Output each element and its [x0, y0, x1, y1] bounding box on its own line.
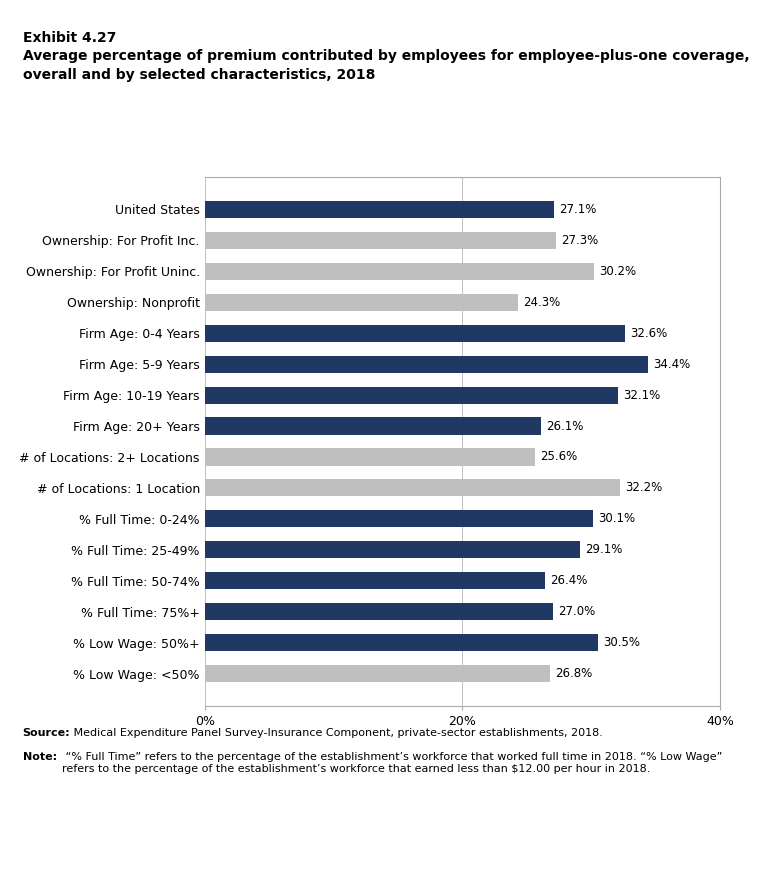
- Text: 32.2%: 32.2%: [625, 481, 662, 494]
- Text: 30.5%: 30.5%: [603, 637, 640, 649]
- Text: 25.6%: 25.6%: [540, 450, 577, 464]
- Text: Exhibit 4.27: Exhibit 4.27: [23, 31, 116, 45]
- Bar: [205, 449, 534, 465]
- Text: 29.1%: 29.1%: [585, 543, 622, 556]
- Text: 26.8%: 26.8%: [555, 668, 593, 680]
- Bar: [205, 603, 553, 621]
- Text: 32.1%: 32.1%: [624, 389, 661, 402]
- Text: overall and by selected characteristics, 2018: overall and by selected characteristics,…: [23, 68, 375, 82]
- Bar: [205, 356, 648, 373]
- Text: 24.3%: 24.3%: [523, 296, 560, 309]
- Bar: [205, 418, 541, 434]
- Bar: [205, 294, 518, 311]
- Bar: [205, 510, 593, 527]
- Text: Medical Expenditure Panel Survey-Insurance Component, private-sector establishme: Medical Expenditure Panel Survey-Insuran…: [70, 728, 603, 738]
- Text: Note:: Note:: [23, 752, 57, 762]
- Text: Average percentage of premium contributed by employees for employee-plus-one cov: Average percentage of premium contribute…: [23, 49, 750, 63]
- Bar: [205, 665, 550, 683]
- Text: “% Full Time” refers to the percentage of the establishment’s workforce that wor: “% Full Time” refers to the percentage o…: [62, 752, 722, 774]
- Text: 27.0%: 27.0%: [558, 606, 595, 618]
- Text: 26.4%: 26.4%: [550, 574, 587, 587]
- Text: 27.3%: 27.3%: [562, 234, 599, 246]
- Bar: [205, 634, 598, 652]
- Text: 27.1%: 27.1%: [559, 203, 597, 215]
- Bar: [205, 541, 580, 558]
- Bar: [205, 479, 619, 496]
- Bar: [205, 325, 625, 342]
- Text: 26.1%: 26.1%: [547, 419, 584, 433]
- Text: 30.1%: 30.1%: [598, 512, 634, 525]
- Bar: [205, 262, 594, 280]
- Text: 32.6%: 32.6%: [630, 327, 667, 340]
- Text: Source:: Source:: [23, 728, 70, 738]
- Bar: [205, 387, 619, 404]
- Bar: [205, 572, 545, 589]
- Text: 30.2%: 30.2%: [599, 265, 636, 277]
- Text: 34.4%: 34.4%: [653, 358, 691, 371]
- Bar: [205, 200, 554, 218]
- Bar: [205, 231, 556, 249]
